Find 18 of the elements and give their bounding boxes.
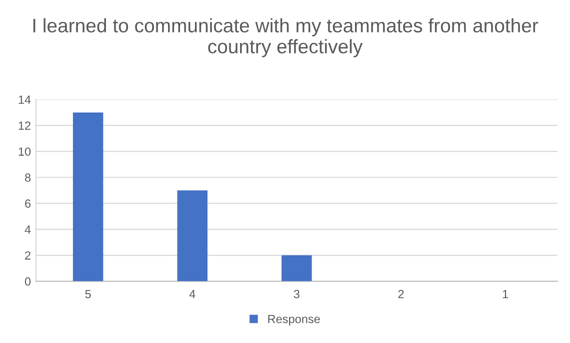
- x-tick-label: 3: [294, 290, 300, 298]
- y-tick-label: 14: [18, 96, 31, 104]
- x-tick-label: 5: [85, 290, 91, 298]
- y-tick-label: 0: [24, 277, 31, 286]
- y-tick-label: 12: [18, 121, 30, 130]
- x-tick-label: 2: [398, 290, 404, 298]
- bar: [177, 190, 208, 282]
- x-tick-label: 1: [502, 290, 508, 298]
- legend-label: Response: [268, 314, 320, 326]
- bar: [282, 255, 312, 282]
- y-tick-label: 8: [24, 173, 31, 182]
- x-tick-label: 4: [189, 290, 196, 298]
- y-tick-label: 2: [25, 251, 30, 260]
- bar: [72, 112, 104, 282]
- y-tick-label: 10: [18, 147, 31, 156]
- y-tick-label: 6: [25, 199, 31, 208]
- y-tick-label: 4: [24, 225, 31, 234]
- chart-title: I learned to communicate with my teammates from another country effectively: [33, 18, 538, 58]
